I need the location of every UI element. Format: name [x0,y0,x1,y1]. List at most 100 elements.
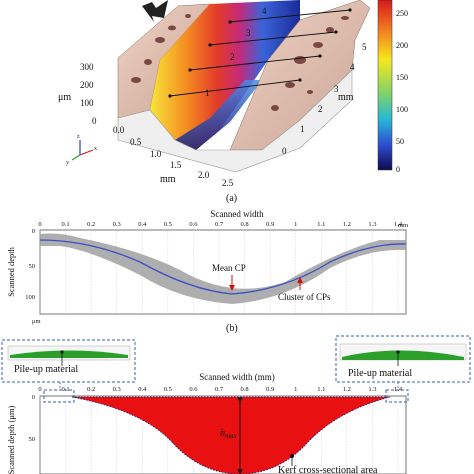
colorbar-tick: 150 [396,73,408,82]
colorbar-tick: 50 [396,137,404,146]
pileup-left-label: Pile-up material [14,364,78,375]
block-front-face [117,69,353,173]
x-tick-label: 0 [38,221,41,228]
x-tick-label: 0.8 [241,221,249,228]
mean-cp-line [39,239,407,295]
x-tick: 2.5 [222,178,234,188]
panel-b-x-unit: mm [398,222,408,229]
x-tick-label: 0 [38,386,41,393]
panel-c-y-tick: 50 [29,436,36,443]
x-tick-label: 0.7 [215,386,224,393]
panel-b-y-tick: 0 [32,228,35,235]
z-tick: 0 [92,116,97,126]
x-tick-label: 0.2 [87,221,95,228]
x-tick-label: 1.1 [317,221,325,228]
x-tick-label: 1 [294,221,297,228]
x-tick: 0.5 [130,137,142,147]
triad-x: x [94,146,97,152]
panel-b-y-tick: 100 [25,294,35,301]
cluster-annotation: Cluster of CPs [278,292,331,302]
x-tick-label: 0.9 [266,386,274,393]
x-tick-label: 1.4 [394,221,403,228]
panel-b-x-ticks: 0 0.1 0.2 0.3 0.4 0.5 0.6 0.7 0.8 0.9 1 1.1 1.2 1.3 1.… [38,221,402,228]
x-tick-label: 1.1 [317,386,325,393]
x-tick-label: 0.6 [189,221,198,228]
trench-surface [150,0,300,150]
pileup-region-left [43,389,75,403]
x-tick-label: 0.3 [113,386,121,393]
panel-b: Scanned width 0 0.1 0.2 0.3 0.4 0.5 0.6 0.7 0.8 0… [6,209,408,334]
panel-a-label: (a) [226,193,237,204]
x-tick-label: 0.1 [62,221,70,228]
colorbar-tick: 250 [396,9,408,18]
x-tick: 1.0 [150,149,162,159]
colorbar [377,0,393,171]
y-axis: 0 1 2 3 4 5 mm [282,42,367,156]
x-tick: 0.0 [113,125,125,135]
kerf-cross-section-area [71,396,391,474]
panel-b-title: Scanned width [210,209,264,219]
z-tick: 100 [80,98,94,108]
x-tick-label: 0.7 [215,221,224,228]
x-tick-label: 0.5 [164,221,172,228]
panel-c-title: Scanned width (mm) [199,372,275,382]
scan-line-label-4: 4 [262,6,267,16]
x-tick-label: 0.4 [138,221,147,228]
triad-z: z [77,134,80,140]
scan-line-label-3: 3 [246,28,251,38]
axis-triad-icon: z x y [66,134,97,166]
y-unit: mm [338,92,354,103]
mean-cp-annotation: Mean CP [212,263,246,273]
x-tick: 2.0 [198,170,210,180]
x-unit: mm [160,174,176,185]
x-tick-label: 1.2 [343,386,351,393]
x-tick-label: 0.4 [138,386,147,393]
y-tick: 5 [362,42,367,52]
z-tick: 200 [80,80,94,90]
scan-lines [169,9,351,97]
colorbar-tick: 100 [396,105,408,114]
panel-c-y-tick: 0 [32,394,35,401]
panel-a: 1 2 3 4 300 200 100 0 μm 0.0 0.5 1.0 1.5… [58,0,408,204]
panel-c: Pile-up material Pile-up material Scanne… [1,335,471,474]
y-tick: 2 [318,104,323,114]
pileup-right-material [342,350,464,360]
colorbar-tick: 200 [396,41,408,50]
pileup-right-label: Pile-up material [348,368,412,379]
x-tick-label: 1.3 [368,221,376,228]
x-tick-label: 1.3 [368,386,376,393]
z-tick: 300 [80,62,94,72]
x-axis: 0.0 0.5 1.0 1.5 2.0 2.5 mm [113,125,234,188]
colorbar-tick: 0 [396,165,400,174]
kerf-area-label: Kerf cross-sectional area [278,465,378,474]
scan-line-label-2: 2 [230,52,235,62]
pileup-region-right [385,389,409,403]
trench-floor [175,80,262,150]
scan-direction-arrow-icon [142,0,168,22]
y-tick: 0 [282,146,287,156]
x-tick-label: 1 [294,386,297,393]
panel-c-x-ticks: 0 0.1 0.2 0.3 0.4 0.5 0.6 0.7 0.8 0.9 1 1.1 1.2 1.3 1.… [38,386,402,393]
z-axis: 300 200 100 0 μm [58,62,97,126]
x-tick-label: 0.2 [87,386,95,393]
surface-texture [131,14,349,111]
triad-y: y [66,160,69,166]
x-tick: 1.5 [170,160,182,170]
x-tick-label: 0.6 [189,386,198,393]
cluster-of-cps-band [40,233,406,304]
panel-b-y-unit: μm [32,318,41,325]
pileup-left-material [10,350,128,358]
z-unit: μm [58,92,71,103]
x-tick-label: 0.5 [164,386,172,393]
y-tick: 1 [300,124,305,134]
panel-b-label: (b) [226,323,238,334]
colorbar-ticks: 250 200 150 100 50 0 [396,9,408,174]
h-max-label: hmax [220,428,238,440]
panel-b-y-label: Scanned depth [6,246,16,297]
x-tick-label: 0.3 [113,221,121,228]
y-tick: 3 [334,84,339,94]
y-tick: 4 [350,62,355,72]
x-tick-label: 0.8 [241,386,249,393]
scan-line-label-1: 1 [205,88,210,98]
